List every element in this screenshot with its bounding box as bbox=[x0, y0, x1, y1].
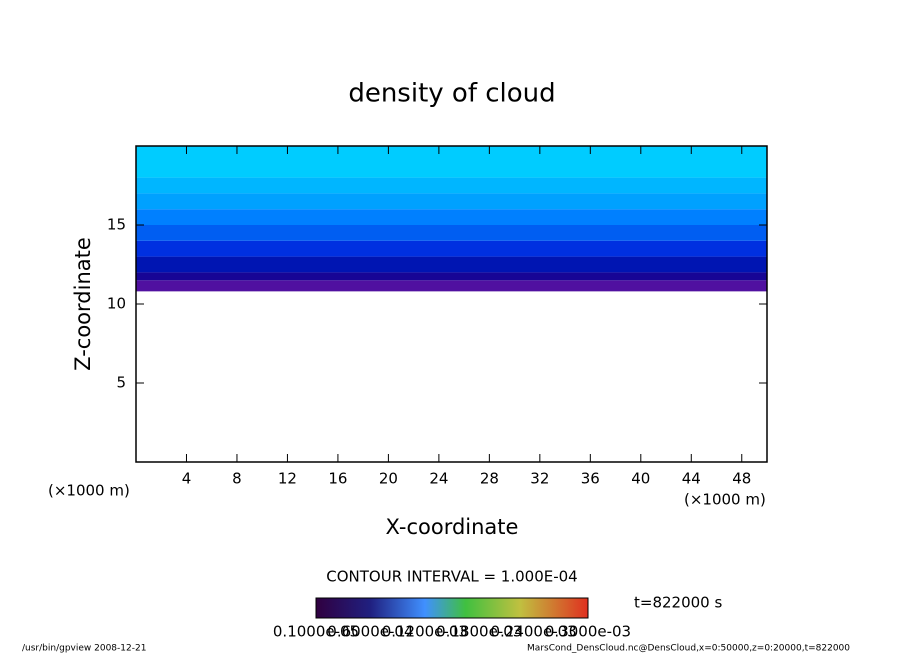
x-tick-label: 40 bbox=[631, 470, 650, 488]
footer-left: /usr/bin/gpview 2008-12-21 bbox=[22, 644, 146, 654]
x-tick-label: 4 bbox=[182, 470, 192, 488]
colorbar-label: 0.1200e-03 bbox=[382, 623, 468, 641]
colorbar-label: 0.1000e-05 bbox=[273, 623, 359, 641]
y-unit: (×1000 m) bbox=[48, 482, 130, 500]
x-tick-label: 16 bbox=[328, 470, 347, 488]
contour-note: CONTOUR INTERVAL = 1.000E-04 bbox=[326, 568, 577, 586]
y-tick-label: 10 bbox=[107, 295, 126, 313]
x-tick-label: 20 bbox=[379, 470, 398, 488]
colorbar-label: 0.6000e-04 bbox=[327, 623, 413, 641]
x-tick-label: 48 bbox=[732, 470, 751, 488]
contour-band bbox=[136, 256, 767, 273]
x-unit: (×1000 m) bbox=[684, 491, 766, 509]
y-tick-label: 5 bbox=[116, 374, 126, 392]
chart-title: density of cloud bbox=[348, 79, 555, 109]
contour-band bbox=[136, 193, 767, 210]
footer-right: MarsCond_DensCloud.nc@DensCloud,x=0:5000… bbox=[527, 644, 850, 654]
contour-band bbox=[136, 240, 767, 257]
colorbar bbox=[315, 597, 589, 619]
x-tick-label: 36 bbox=[581, 470, 600, 488]
x-tick-label: 32 bbox=[530, 470, 549, 488]
colorbar-label: 0.3000e-03 bbox=[545, 623, 631, 641]
contour-band bbox=[136, 280, 767, 292]
x-tick-label: 12 bbox=[278, 470, 297, 488]
y-tick-label: 15 bbox=[107, 216, 126, 234]
colorbar-label: 0.1800e-03 bbox=[436, 623, 522, 641]
time-label: t=822000 s bbox=[634, 594, 722, 612]
x-axis-label: X-coordinate bbox=[386, 515, 519, 539]
x-tick-label: 44 bbox=[682, 470, 701, 488]
contour-band bbox=[136, 209, 767, 225]
x-tick-label: 24 bbox=[429, 470, 448, 488]
x-tick-label: 28 bbox=[480, 470, 499, 488]
colorbar-label: 0.2400e-03 bbox=[490, 623, 576, 641]
x-tick-label: 8 bbox=[232, 470, 242, 488]
y-axis-label: Z-coordinate bbox=[71, 237, 95, 371]
colorbar-labels: 0.1000e-050.6000e-040.1200e-030.1800e-03… bbox=[273, 623, 631, 641]
contour-band bbox=[136, 225, 767, 241]
contour-band bbox=[136, 272, 767, 281]
contour-band bbox=[136, 177, 767, 194]
plot-area bbox=[135, 145, 768, 463]
contour-band bbox=[136, 146, 767, 178]
